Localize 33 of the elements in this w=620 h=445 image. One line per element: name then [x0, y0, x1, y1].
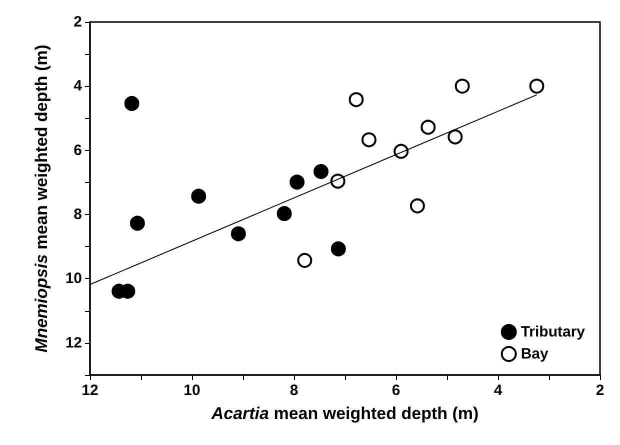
point [361, 132, 376, 148]
point [394, 144, 409, 159]
point [230, 226, 246, 242]
point [191, 188, 206, 204]
y-axis-title: Mnemiopsis mean weighted depth (m) [32, 44, 51, 352]
y-tick-label: 2 [74, 14, 82, 30]
point [410, 198, 425, 214]
point [297, 252, 312, 268]
x-tick-label: 10 [184, 382, 200, 399]
point [276, 206, 292, 222]
point [454, 78, 470, 94]
point [290, 174, 305, 190]
legend-label: Bay [520, 346, 549, 362]
y-tick-label: 12 [65, 334, 82, 352]
y-tick-label: 8 [74, 206, 82, 224]
legend-label: Tributary [520, 324, 586, 340]
y-tick-label: 10 [65, 270, 82, 288]
point [348, 92, 364, 108]
x-tick-label: 4 [494, 382, 503, 399]
point [529, 78, 544, 94]
x-tick-label: 8 [290, 382, 298, 399]
point [314, 164, 329, 180]
point [448, 129, 463, 144]
point [420, 120, 436, 135]
point [330, 241, 346, 256]
x-tick-label: 2 [596, 382, 604, 399]
point [124, 96, 140, 112]
y-tick-label: 6 [74, 142, 82, 159]
x-tick-label: 6 [392, 382, 400, 399]
y-tick-label: 4 [74, 78, 83, 95]
point [130, 216, 145, 231]
point [330, 174, 346, 189]
x-axis-title: Acartia mean weighted depth (m) [210, 404, 479, 423]
